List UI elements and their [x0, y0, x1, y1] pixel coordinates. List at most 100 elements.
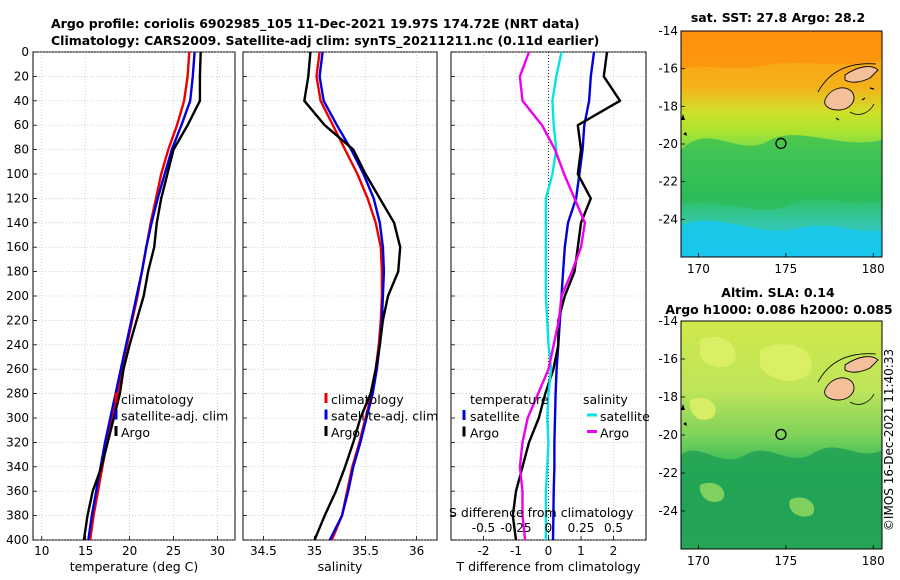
map-ytick-label: -20 — [658, 428, 678, 442]
diff-salinity-tick-label: 0 — [545, 521, 553, 535]
sal-xtick-label: 35 — [307, 544, 322, 558]
sla-mid-patches — [699, 482, 815, 517]
sst-cool-band — [681, 135, 882, 210]
map-xtick-label: 180 — [862, 554, 885, 568]
temp-xtick-label: 15 — [78, 544, 93, 558]
depth-tick-label: 140 — [6, 216, 29, 230]
diff-salinity-tick-label: -0.25 — [500, 521, 531, 535]
sst-map-title: sat. SST: 27.8 Argo: 28.2 — [691, 10, 865, 25]
depth-tick-label: 100 — [6, 167, 29, 181]
depth-tick-label: 280 — [6, 387, 29, 401]
depth-tick-label: 0 — [21, 45, 29, 59]
sst-map-panel: sat. SST: 27.8 Argo: 28.2 170 175 180 -14 -1… — [658, 10, 884, 276]
islet-east — [835, 87, 875, 121]
temp-xlabel: temperature (deg C) — [70, 559, 199, 574]
map-xtick-label: 175 — [774, 554, 797, 568]
map-xtick-label: 180 — [862, 262, 885, 276]
diff-legend-label: Argo — [470, 426, 499, 441]
sst-warm-patch — [681, 31, 882, 70]
diff-salinity-axis-label: S difference from climatology — [449, 505, 634, 520]
map-xtick-label: 175 — [774, 262, 797, 276]
sla-high-blobs — [689, 336, 812, 420]
depth-tick-label: 400 — [6, 533, 29, 547]
depth-tick-label: 320 — [6, 435, 29, 449]
sla-map-title: Altim. SLA: 0.14 — [721, 285, 835, 300]
map-ytick-label: -22 — [658, 175, 678, 189]
fiji-islands-sla — [681, 353, 879, 426]
map-ytick-label: -16 — [658, 352, 678, 366]
islet-west-sla — [681, 404, 687, 426]
diff-xtick-label: 0 — [545, 544, 553, 558]
depth-tick-label: 60 — [14, 118, 29, 132]
temperature-profile-panel: 10 15 20 25 30020406080100120140160180200220… — [6, 45, 236, 574]
sal-xtick-label: 36 — [409, 544, 424, 558]
depth-tick-label: 240 — [6, 338, 29, 352]
temp-xtick-label: 25 — [166, 544, 181, 558]
fiji-reef-outline-sla — [817, 353, 877, 405]
sal-satellite-adj-clim-line — [318, 51, 386, 541]
diff-salinity-satellite-line — [544, 51, 563, 540]
fiji-islands — [681, 63, 879, 136]
diff-salinity-tick-label: -0.5 — [472, 521, 495, 535]
figure-title-line2: Climatology: CARS2009. Satellite-adj cli… — [51, 33, 599, 49]
map-ytick-label: -20 — [658, 137, 678, 151]
map-ytick-label: -18 — [658, 99, 678, 113]
depth-tick-label: 20 — [14, 69, 29, 83]
islet-west — [681, 114, 687, 136]
fiji-viti-levu-sla — [824, 377, 855, 401]
temp-xtick-label: 30 — [210, 544, 225, 558]
sla-argo-position-marker — [775, 428, 787, 441]
salinity-profile-panel: 34.5 35 35.5 36 salinity climatology satellite… — [242, 51, 438, 574]
diff-xtick-label: -1 — [510, 544, 522, 558]
fiji-vanua-levu — [844, 66, 879, 83]
diff-legend-label: satellite — [470, 409, 520, 424]
depth-tick-label: 120 — [6, 191, 29, 205]
figure-title-line1: Argo profile: coriolis 6902985_105 11-De… — [51, 16, 580, 32]
depth-tick-label: 380 — [6, 509, 29, 523]
sal-legend-label: climatology — [331, 392, 404, 407]
fiji-vanua-levu-sla — [844, 356, 879, 373]
depth-tick-label: 80 — [14, 143, 29, 157]
map-xtick-label: 170 — [687, 554, 710, 568]
sal-argo-line — [303, 51, 402, 541]
diff-temperature-argo-line — [511, 51, 622, 541]
sla-map-subtitle: Argo h1000: 0.086 h2000: 0.085 — [665, 302, 892, 317]
map-ytick-label: -18 — [658, 390, 678, 404]
map-xtick-label: 170 — [687, 262, 710, 276]
temp-xtick-label: 20 — [122, 544, 137, 558]
diff-xtick-label: 2 — [610, 544, 618, 558]
depth-tick-label: 360 — [6, 484, 29, 498]
map-ytick-label: -24 — [658, 212, 678, 226]
temp-legend-label: satellite-adj. clim — [121, 409, 228, 424]
map-ytick-label: -22 — [658, 466, 678, 480]
difference-profile-panel: -2 -1 0 1 2T difference from climatology temp… — [449, 51, 650, 574]
temp-legend-label: Argo — [121, 425, 150, 440]
diff-salinity-argo-line — [518, 51, 587, 541]
diff-legend-title-temperature: temperature — [470, 392, 549, 407]
temp-legend-label: climatology — [121, 392, 194, 407]
diff-salinity-tick-label: 0.25 — [568, 521, 595, 535]
temp-xtick-label: 10 — [34, 544, 49, 558]
map-ytick-label: -14 — [658, 24, 678, 38]
sst-argo-position-marker — [775, 137, 787, 150]
diff-legend-label: Argo — [600, 426, 629, 441]
depth-tick-label: 340 — [6, 460, 29, 474]
diff-xtick-label: -2 — [478, 544, 490, 558]
sal-legend-label: satellite-adj. clim — [331, 409, 438, 424]
depth-tick-label: 40 — [14, 94, 29, 108]
map-ytick-label: -24 — [658, 504, 678, 518]
imos-credit: ©IMOS 16-Dec-2021 11:40:33 — [882, 349, 896, 531]
map-ytick-label: -16 — [658, 62, 678, 76]
sal-xtick-label: 35.5 — [352, 544, 379, 558]
fiji-reef-outline — [817, 63, 877, 115]
fiji-viti-levu — [824, 87, 855, 111]
diff-salinity-tick-label: 0.5 — [604, 521, 623, 535]
temp-argo-line — [82, 51, 202, 541]
map-ytick-label: -14 — [658, 314, 678, 328]
depth-tick-label: 160 — [6, 240, 29, 254]
sla-low-band — [681, 447, 882, 549]
diff-xlabel: T difference from climatology — [455, 559, 641, 574]
sal-xlabel: salinity — [318, 559, 363, 574]
depth-tick-label: 300 — [6, 411, 29, 425]
